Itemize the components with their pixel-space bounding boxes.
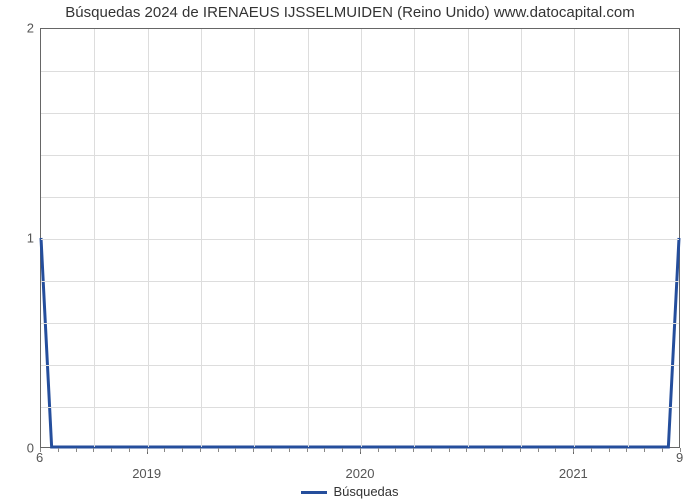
gridline-horizontal	[41, 113, 679, 114]
gridline-vertical	[94, 29, 95, 447]
x-tick-minor	[129, 448, 130, 452]
x-tick-minor	[360, 448, 361, 452]
chart-container: Búsquedas 2024 de IRENAEUS IJSSELMUIDEN …	[0, 0, 700, 500]
gridline-horizontal	[41, 407, 679, 408]
plot-area	[40, 28, 680, 448]
x-tick-minor	[147, 448, 148, 452]
gridline-vertical	[201, 29, 202, 447]
gridline-horizontal	[41, 239, 679, 240]
x-tick-minor	[76, 448, 77, 452]
x-tick-minor	[520, 448, 521, 452]
gridline-horizontal	[41, 197, 679, 198]
x-tick-label: 2020	[346, 466, 375, 481]
x-tick-minor	[289, 448, 290, 452]
gridline-horizontal	[41, 281, 679, 282]
gridline-vertical	[361, 29, 362, 447]
x-tick-minor	[644, 448, 645, 452]
legend-label: Búsquedas	[333, 484, 398, 499]
gridline-vertical	[468, 29, 469, 447]
x-tick-minor	[93, 448, 94, 452]
gridline-vertical	[414, 29, 415, 447]
x-tick-minor	[200, 448, 201, 452]
x-tick-minor	[662, 448, 663, 452]
x-tick-minor	[484, 448, 485, 452]
x-tick-minor	[609, 448, 610, 452]
x-tick-minor	[431, 448, 432, 452]
x-tick-minor	[182, 448, 183, 452]
x-tick-minor	[271, 448, 272, 452]
x-tick-minor	[58, 448, 59, 452]
x-corner-right: 9	[676, 450, 683, 465]
gridline-vertical	[574, 29, 575, 447]
y-tick-label: 2	[0, 21, 34, 36]
x-tick-minor	[378, 448, 379, 452]
x-tick-minor	[324, 448, 325, 452]
x-tick-minor	[111, 448, 112, 452]
legend-swatch	[301, 491, 327, 494]
x-tick-minor	[395, 448, 396, 452]
gridline-vertical	[308, 29, 309, 447]
x-tick-minor	[680, 448, 681, 452]
x-tick-minor	[164, 448, 165, 452]
x-tick-minor	[235, 448, 236, 452]
chart-title: Búsquedas 2024 de IRENAEUS IJSSELMUIDEN …	[0, 4, 700, 21]
x-tick-minor	[555, 448, 556, 452]
x-tick-minor	[342, 448, 343, 452]
gridline-vertical	[148, 29, 149, 447]
x-tick-minor	[253, 448, 254, 452]
y-tick-label: 1	[0, 231, 34, 246]
x-tick-minor	[573, 448, 574, 452]
x-tick-minor	[538, 448, 539, 452]
x-tick-minor	[40, 448, 41, 452]
gridline-vertical	[628, 29, 629, 447]
gridline-horizontal	[41, 365, 679, 366]
x-tick-minor	[502, 448, 503, 452]
x-corner-left: 6	[36, 450, 43, 465]
y-tick-label: 0	[0, 441, 34, 456]
gridline-vertical	[254, 29, 255, 447]
legend: Búsquedas	[0, 484, 700, 499]
gridline-horizontal	[41, 155, 679, 156]
gridline-vertical	[521, 29, 522, 447]
line-series	[41, 29, 679, 447]
x-tick-minor	[466, 448, 467, 452]
x-tick-label: 2019	[132, 466, 161, 481]
gridline-horizontal	[41, 71, 679, 72]
x-tick-label: 2021	[559, 466, 588, 481]
x-tick-minor	[626, 448, 627, 452]
series-line	[41, 238, 679, 447]
gridline-horizontal	[41, 323, 679, 324]
x-tick-minor	[449, 448, 450, 452]
x-tick-minor	[591, 448, 592, 452]
x-tick-minor	[307, 448, 308, 452]
x-tick-minor	[218, 448, 219, 452]
x-tick-minor	[413, 448, 414, 452]
